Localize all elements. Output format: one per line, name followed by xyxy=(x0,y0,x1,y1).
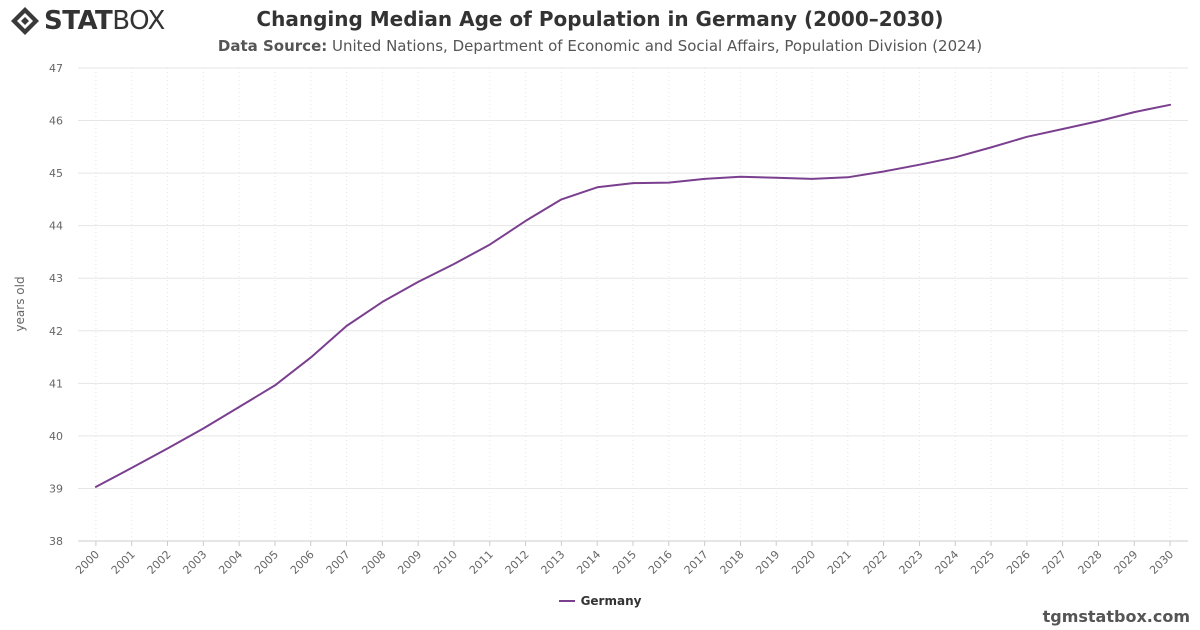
series-layer xyxy=(94,103,1172,488)
x-tick-label: 2029 xyxy=(1111,548,1140,577)
chart-subtitle: Data Source: United Nations, Department … xyxy=(0,37,1200,55)
series-line-germany[interactable] xyxy=(94,103,1172,488)
statbox-diamond-icon xyxy=(11,7,39,35)
x-axis-tick-labels: 2000 2001 2002 2003 2004 2005 2006 2007 2008 2009… xyxy=(73,548,1176,577)
x-tick-label: 2007 xyxy=(324,548,353,577)
subtitle-text: United Nations, Department of Economic a… xyxy=(332,37,983,55)
statbox-logo[interactable]: STATBOX xyxy=(10,6,165,36)
logo-text-bold: STAT xyxy=(44,6,113,36)
horizontal-gridlines xyxy=(78,67,1188,542)
y-axis-tick-labels: 38 39 40 41 42 43 44 45 46 47 xyxy=(49,62,63,548)
logo-text: STATBOX xyxy=(44,6,165,36)
x-tick-label: 2014 xyxy=(574,548,603,577)
x-tick-label: 2028 xyxy=(1076,548,1105,577)
x-tick-label: 2003 xyxy=(180,548,209,577)
y-tick-label: 38 xyxy=(49,535,63,548)
x-tick-label: 2017 xyxy=(682,548,711,577)
y-axis-label: years old xyxy=(13,276,27,331)
x-tick-label: 2030 xyxy=(1147,548,1176,577)
x-tick-label: 2011 xyxy=(467,548,496,577)
y-tick-label: 39 xyxy=(49,482,63,495)
legend-swatch xyxy=(558,600,575,602)
x-tick-label: 2015 xyxy=(610,548,639,577)
x-tick-label: 2013 xyxy=(539,548,568,577)
x-tick-label: 2010 xyxy=(431,548,460,577)
vertical-gridlines xyxy=(95,68,1171,546)
x-tick-label: 2025 xyxy=(968,548,997,577)
x-tick-label: 2022 xyxy=(861,548,890,577)
y-tick-label: 41 xyxy=(49,377,63,390)
x-tick-label: 2006 xyxy=(288,548,317,577)
x-tick-label: 2000 xyxy=(73,548,102,577)
subtitle-label: Data Source: xyxy=(217,37,328,55)
x-tick-label: 2027 xyxy=(1040,548,1069,577)
x-tick-label: 2023 xyxy=(897,548,926,577)
watermark: tgmstatbox.com xyxy=(1042,607,1190,626)
y-tick-label: 46 xyxy=(49,115,63,128)
x-tick-label: 2001 xyxy=(109,548,138,577)
y-tick-label: 44 xyxy=(49,220,63,233)
y-tick-label: 47 xyxy=(49,62,63,75)
x-tick-label: 2021 xyxy=(825,548,854,577)
legend-label-germany: Germany xyxy=(580,594,642,608)
x-tick-label: 2019 xyxy=(753,548,782,577)
y-tick-label: 42 xyxy=(49,325,63,338)
x-tick-label: 2008 xyxy=(359,548,388,577)
x-tick-label: 2024 xyxy=(932,548,961,577)
x-tick-label: 2020 xyxy=(789,548,818,577)
x-tick-label: 2018 xyxy=(718,548,747,577)
y-tick-label: 45 xyxy=(49,167,63,180)
x-tick-label: 2005 xyxy=(252,548,281,577)
x-tick-label: 2004 xyxy=(216,548,245,577)
chart-title: Changing Median Age of Population in Ger… xyxy=(256,7,944,31)
y-tick-label: 43 xyxy=(49,272,63,285)
legend[interactable]: Germany xyxy=(0,594,1200,608)
y-tick-label: 40 xyxy=(49,430,63,443)
x-tick-label: 2026 xyxy=(1004,548,1033,577)
x-tick-label: 2016 xyxy=(646,548,675,577)
logo-text-light: BOX xyxy=(112,6,165,36)
x-tick-label: 2009 xyxy=(395,548,424,577)
x-tick-label: 2012 xyxy=(503,548,532,577)
x-tick-label: 2002 xyxy=(145,548,174,577)
